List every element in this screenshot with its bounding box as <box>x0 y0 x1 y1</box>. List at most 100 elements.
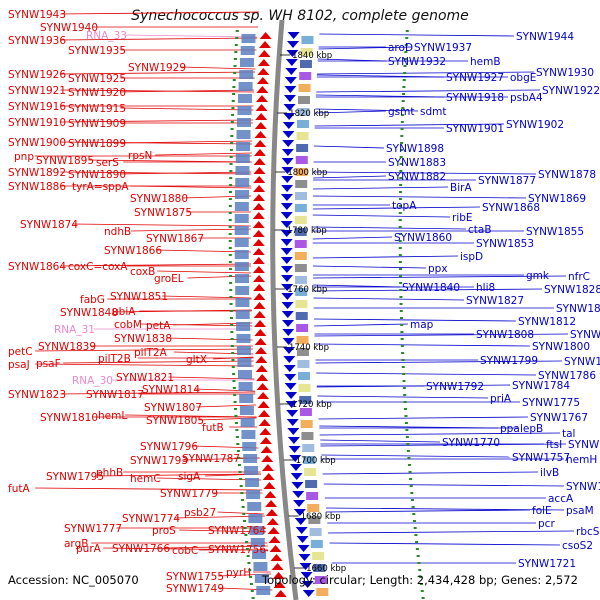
right-gene-label: SYNW1784 <box>512 380 570 392</box>
gene-block <box>296 144 309 152</box>
gene-block <box>235 274 250 283</box>
guide-dot <box>229 296 233 298</box>
right-leader-line <box>325 507 565 511</box>
guide-dot <box>228 254 232 256</box>
left-gene-label: groEL <box>154 273 184 285</box>
reverse-gene-arrow <box>282 329 295 336</box>
gene-block <box>312 552 325 560</box>
right-gene-label: SYNW1800 <box>532 341 590 353</box>
left-gene-label: pnp <box>14 151 34 163</box>
left-gene-label: SYNW1838 <box>114 333 172 345</box>
right-leader-line <box>323 483 565 487</box>
guide-dot <box>403 401 407 403</box>
right-leader-line <box>312 206 481 210</box>
left-gene-label: psaJ <box>8 359 30 371</box>
gene-block <box>303 456 316 464</box>
forward-gene-arrow <box>253 185 266 192</box>
guide-dot <box>405 436 409 438</box>
guide-dot <box>229 149 233 151</box>
gene-block <box>294 204 307 212</box>
right-leader-line <box>316 372 537 376</box>
right-gene-label: hemB <box>470 56 501 68</box>
kbp-label: 1760 kbp <box>287 285 327 295</box>
left-leader-line <box>60 11 259 15</box>
guide-dot <box>232 79 236 81</box>
reverse-gene-arrow <box>281 149 294 156</box>
guide-dot <box>399 156 403 158</box>
reverse-gene-arrow <box>280 203 293 210</box>
gene-block <box>302 444 315 452</box>
forward-gene-arrow <box>256 77 269 84</box>
guide-dot <box>229 317 233 319</box>
guide-dot <box>247 562 251 564</box>
guide-dot <box>229 282 233 284</box>
right-gene-label: ftsI <box>546 439 562 451</box>
reverse-gene-arrow <box>281 311 294 318</box>
gene-block <box>236 346 251 355</box>
right-gene-label: SYNW1827 <box>466 295 524 307</box>
guide-dot <box>398 261 402 263</box>
gene-block <box>296 120 309 128</box>
guide-dot <box>228 247 232 249</box>
guide-dot <box>229 163 233 165</box>
guide-dot <box>402 86 406 88</box>
left-gene-label: pilT2B <box>98 353 131 365</box>
gene-block <box>295 156 308 164</box>
reverse-gene-arrow <box>293 500 306 507</box>
right-gene-label: SYNW1927 <box>446 72 504 84</box>
right-leader-line <box>313 171 537 175</box>
reverse-gene-arrow <box>280 257 293 264</box>
forward-gene-arrow <box>265 509 278 516</box>
left-gene-label: SYNW1777 <box>64 523 122 535</box>
forward-gene-arrow <box>253 176 266 183</box>
right-gene-label: SYNW1883 <box>388 157 446 169</box>
forward-gene-arrow <box>259 437 272 444</box>
right-gene-label: rbcS <box>576 526 600 538</box>
guide-dot <box>398 219 402 221</box>
guide-dot <box>399 317 403 319</box>
right-gene-label: aroD <box>388 42 413 54</box>
reverse-gene-arrow <box>283 113 296 120</box>
reverse-gene-arrow <box>291 482 304 489</box>
guide-dot <box>402 79 406 81</box>
gene-block <box>238 382 253 391</box>
reverse-gene-arrow <box>288 446 301 453</box>
gene-block <box>294 252 307 260</box>
left-gene-label: fabG <box>80 294 105 306</box>
gene-block <box>238 94 253 103</box>
gene-block <box>242 442 257 451</box>
gene-block <box>237 358 252 367</box>
right-gene-label: SYNW1898 <box>386 143 444 155</box>
guide-dot <box>399 177 403 179</box>
left-gene-label: pilT2A <box>134 347 168 359</box>
right-gene-label: SYNW1828 <box>544 284 600 296</box>
forward-gene-arrow <box>254 329 267 336</box>
right-leader-line <box>313 175 387 179</box>
right-gene-label: BirA <box>450 182 472 194</box>
guide-dot <box>240 499 244 501</box>
guide-dot <box>412 520 416 522</box>
left-leader-line <box>125 34 258 38</box>
gene-block <box>299 60 312 68</box>
gene-block <box>305 480 318 488</box>
right-gene-label: SYNW1918 <box>446 92 504 104</box>
guide-dot <box>399 184 403 186</box>
kbp-markers: 1840 kbp 1820 kbp 1800 kbp 1780 kbp 1760 kbp… <box>274 51 346 574</box>
reverse-gene-arrow <box>282 122 295 129</box>
guide-dot <box>235 37 239 39</box>
guide-dot <box>410 499 414 501</box>
right-gene-label: SYNW1775 <box>522 397 580 409</box>
kbp-label: 1840 kbp <box>292 51 332 61</box>
guide-dot <box>239 478 243 480</box>
reverse-gene-arrow <box>285 401 298 408</box>
reverse-gene-arrow <box>281 275 294 282</box>
reverse-gene-arrow <box>296 536 309 543</box>
guide-dot <box>413 527 417 529</box>
gene-block <box>247 502 262 511</box>
kbp-label: 1780 kbp <box>287 226 327 236</box>
guide-dot <box>415 548 419 550</box>
gene-block <box>295 300 308 308</box>
guide-dot <box>231 114 235 116</box>
right-gene-label: obgE <box>510 72 536 84</box>
forward-gene-arrow <box>257 392 270 399</box>
